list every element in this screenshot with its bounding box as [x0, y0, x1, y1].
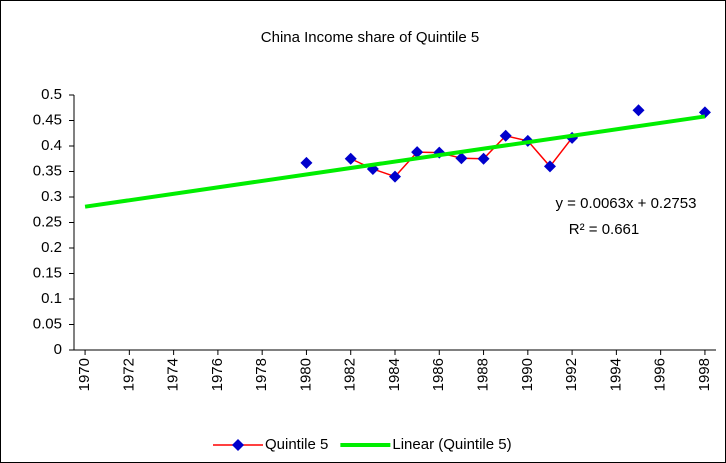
- legend-label: Quintile 5: [265, 436, 328, 453]
- x-tick-label: 1978: [253, 358, 270, 391]
- x-tick-label: 1996: [652, 358, 669, 391]
- x-tick-label: 1984: [386, 358, 403, 391]
- data-marker: [477, 152, 490, 165]
- y-tick-label: 0.35: [33, 162, 62, 179]
- y-tick-label: 0.25: [33, 213, 62, 230]
- y-tick-label: 0.05: [33, 315, 62, 332]
- y-tick-label: 0.1: [41, 290, 62, 307]
- legend-label: Linear (Quintile 5): [392, 436, 511, 453]
- x-tick-label: 1982: [342, 358, 359, 391]
- x-tick-label: 1992: [563, 358, 580, 391]
- y-tick-label: 0.5: [41, 86, 62, 103]
- y-tick-label: 0.4: [41, 137, 62, 154]
- x-tick-label: 1986: [430, 358, 447, 391]
- data-marker: [389, 170, 401, 183]
- y-tick-label: 0.3: [41, 188, 62, 205]
- x-tick-label: 1972: [120, 358, 137, 391]
- data-marker: [344, 152, 357, 165]
- y-tick-label: 0: [54, 341, 62, 358]
- data-marker: [411, 146, 424, 159]
- x-tick-label: 1970: [76, 358, 93, 391]
- x-tick-label: 1980: [297, 358, 314, 391]
- y-tick-label: 0.45: [33, 111, 62, 128]
- trend-r2: R² = 0.661: [569, 221, 639, 238]
- data-marker: [543, 160, 556, 173]
- data-marker: [632, 104, 645, 117]
- x-tick-label: 1988: [475, 358, 492, 391]
- x-tick-label: 1994: [607, 358, 624, 391]
- trend-line: [84, 114, 706, 209]
- data-marker: [300, 156, 313, 169]
- x-tick-label: 1990: [519, 358, 536, 391]
- x-tick-label: 1976: [209, 358, 226, 391]
- trend-equation: y = 0.0063x + 0.2753: [556, 195, 697, 212]
- data-marker: [499, 129, 512, 142]
- data-marker: [455, 152, 468, 165]
- chart-title: China Income share of Quintile 5: [261, 29, 479, 46]
- y-tick-label: 0.15: [33, 264, 62, 281]
- y-tick-label: 0.2: [41, 239, 62, 256]
- x-tick-label: 1998: [696, 358, 713, 391]
- x-tick-label: 1974: [165, 358, 182, 391]
- legend-marker: [232, 439, 244, 451]
